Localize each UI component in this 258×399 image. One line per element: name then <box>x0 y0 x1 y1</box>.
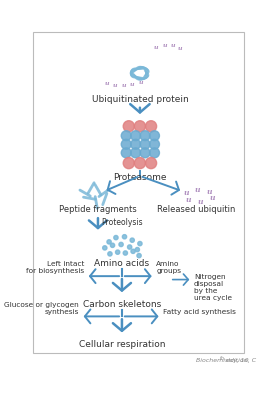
Text: u: u <box>171 43 175 48</box>
Text: u: u <box>122 83 126 88</box>
Circle shape <box>135 247 140 252</box>
Circle shape <box>131 148 141 158</box>
Circle shape <box>146 121 157 132</box>
Text: th: th <box>220 356 224 361</box>
Text: u: u <box>163 43 167 48</box>
Text: Left intact
for biosynthesis: Left intact for biosynthesis <box>26 261 84 275</box>
Circle shape <box>146 158 157 169</box>
Text: u: u <box>183 189 189 197</box>
Text: u: u <box>178 46 182 51</box>
Text: u: u <box>139 80 143 85</box>
Circle shape <box>119 242 123 247</box>
Circle shape <box>138 241 142 246</box>
Circle shape <box>149 148 159 158</box>
Circle shape <box>123 121 134 132</box>
Circle shape <box>140 131 150 141</box>
Circle shape <box>131 139 141 149</box>
Text: u: u <box>104 81 109 86</box>
Text: u: u <box>154 45 158 50</box>
Circle shape <box>127 245 132 249</box>
Circle shape <box>110 243 115 247</box>
Text: Ubiquitinated protein: Ubiquitinated protein <box>92 95 188 105</box>
Text: edition, C: edition, C <box>224 358 256 363</box>
Text: u: u <box>207 188 212 196</box>
Circle shape <box>116 250 120 254</box>
Text: u: u <box>209 194 215 202</box>
Circle shape <box>131 249 135 253</box>
Circle shape <box>131 131 141 141</box>
Text: Carbon skeletons: Carbon skeletons <box>83 300 161 309</box>
Circle shape <box>121 139 131 149</box>
Text: Biochemistry, 10: Biochemistry, 10 <box>196 358 249 363</box>
Text: Cellular respiration: Cellular respiration <box>79 340 165 350</box>
Circle shape <box>107 240 111 244</box>
Circle shape <box>103 246 107 250</box>
Circle shape <box>140 148 150 158</box>
Circle shape <box>123 158 134 169</box>
Text: Released ubiquitin: Released ubiquitin <box>157 205 236 214</box>
Text: Amino
groups: Amino groups <box>156 261 181 275</box>
Text: Fatty acid synthesis: Fatty acid synthesis <box>163 309 236 315</box>
Circle shape <box>149 139 159 149</box>
Text: Peptide fragments: Peptide fragments <box>59 205 137 214</box>
Text: Amino acids: Amino acids <box>94 259 149 268</box>
Circle shape <box>134 158 146 169</box>
Text: Proteolysis: Proteolysis <box>101 218 143 227</box>
Text: Nitrogen
disposal
by the
urea cycle: Nitrogen disposal by the urea cycle <box>194 275 232 301</box>
Circle shape <box>140 139 150 149</box>
Text: Proteasome: Proteasome <box>113 172 167 182</box>
Text: u: u <box>195 186 200 194</box>
Circle shape <box>121 148 131 158</box>
Circle shape <box>122 235 127 239</box>
Text: u: u <box>198 198 204 205</box>
Text: u: u <box>185 196 191 204</box>
Circle shape <box>123 251 127 255</box>
Text: u: u <box>130 82 134 87</box>
Circle shape <box>108 252 112 256</box>
Circle shape <box>121 131 131 141</box>
Circle shape <box>149 131 159 141</box>
Text: Glucose or glycogen
synthesis: Glucose or glycogen synthesis <box>4 302 79 315</box>
Text: u: u <box>113 83 117 88</box>
Circle shape <box>130 238 134 242</box>
Circle shape <box>134 121 146 132</box>
Circle shape <box>137 253 141 258</box>
Circle shape <box>114 235 118 240</box>
